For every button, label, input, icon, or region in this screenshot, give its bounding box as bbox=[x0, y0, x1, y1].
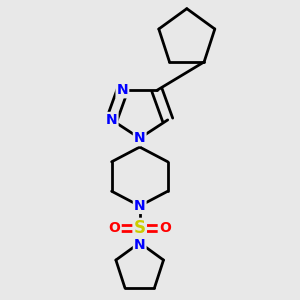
Text: O: O bbox=[159, 221, 171, 235]
Text: N: N bbox=[134, 199, 146, 213]
Text: O: O bbox=[109, 221, 121, 235]
Text: N: N bbox=[117, 83, 128, 97]
Text: N: N bbox=[134, 131, 146, 145]
Text: N: N bbox=[134, 238, 146, 252]
Text: N: N bbox=[106, 113, 118, 127]
Text: S: S bbox=[134, 219, 146, 237]
